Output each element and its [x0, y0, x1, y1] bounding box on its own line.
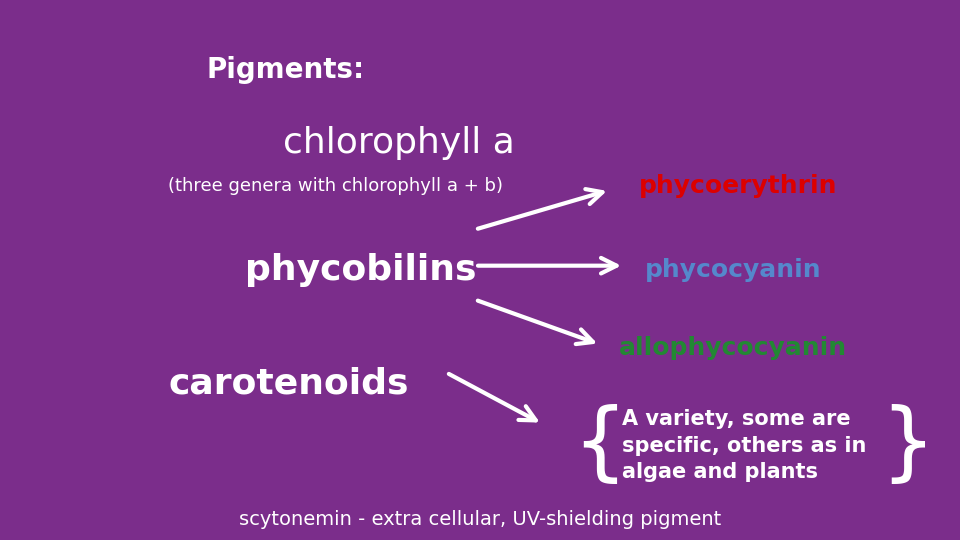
Text: phycobilins: phycobilins [245, 253, 476, 287]
Text: {: { [572, 404, 628, 487]
Text: (three genera with chlorophyll a + b): (three genera with chlorophyll a + b) [168, 177, 503, 195]
Text: }: } [879, 404, 935, 487]
Text: phycoerythrin: phycoerythrin [638, 174, 837, 198]
Text: Pigments:: Pigments: [206, 56, 365, 84]
Text: allophycocyanin: allophycocyanin [619, 336, 848, 360]
Text: carotenoids: carotenoids [168, 367, 409, 400]
Text: A variety, some are
specific, others as in
algae and plants: A variety, some are specific, others as … [622, 409, 867, 482]
Text: phycocyanin: phycocyanin [645, 258, 822, 282]
Text: scytonemin - extra cellular, UV-shielding pigment: scytonemin - extra cellular, UV-shieldin… [239, 510, 721, 529]
Text: chlorophyll a: chlorophyll a [283, 126, 515, 160]
